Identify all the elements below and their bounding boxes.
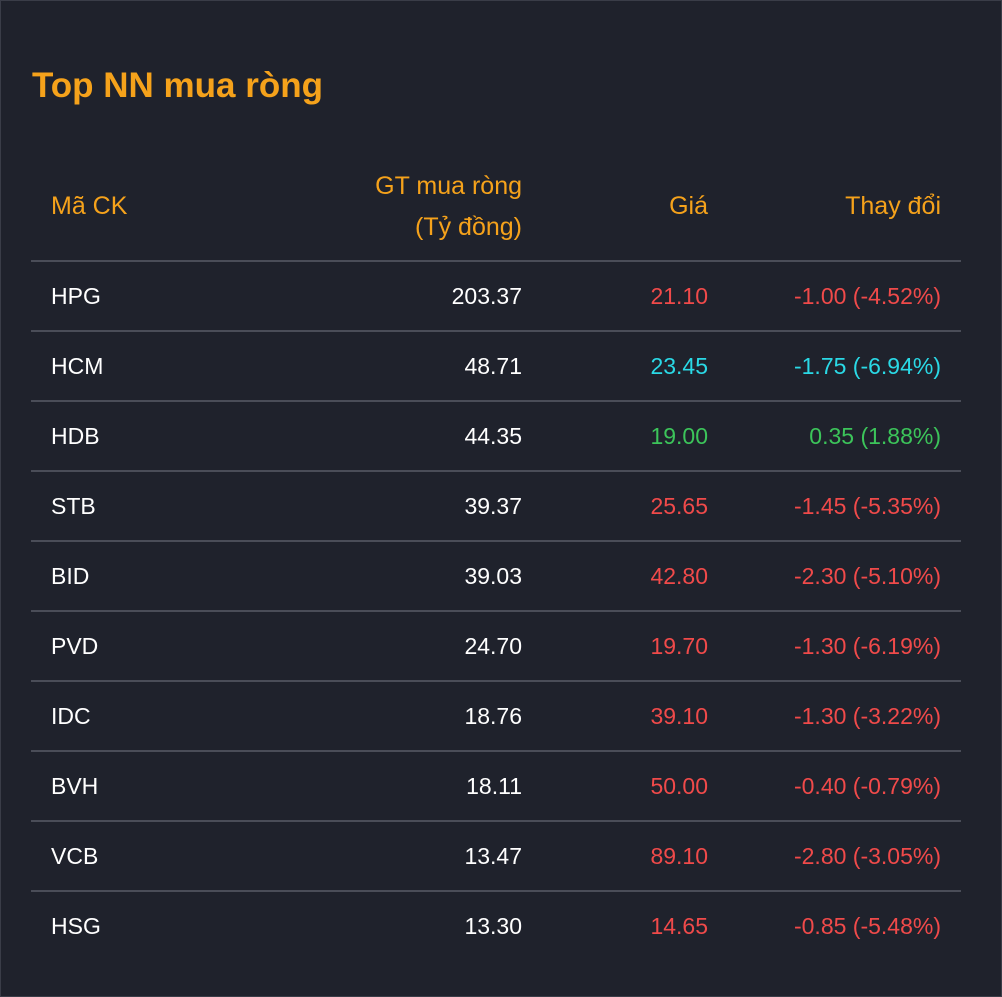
stock-price: 50.00 (650, 773, 708, 799)
table-row[interactable]: BID 39.03 42.80 -2.30 (-5.10%) (31, 542, 961, 612)
stock-code: HDB (51, 423, 100, 449)
price-change: -2.80 (-3.05%) (793, 843, 941, 869)
header-net-buy-value-line2: (Tỷ đồng) (415, 212, 522, 241)
price-change: -1.30 (-3.22%) (793, 703, 941, 729)
stock-code: BVH (51, 773, 99, 799)
table-row[interactable]: HSG 13.30 14.65 -0.85 (-5.48%) (31, 892, 961, 962)
table-body: HPG 203.37 21.10 -1.00 (-4.52%) HCM 48.7… (31, 262, 961, 962)
table-row[interactable]: BVH 18.11 50.00 -0.40 (-0.79%) (31, 752, 961, 822)
price-change: -0.40 (-0.79%) (793, 773, 941, 799)
stock-price: 19.00 (650, 423, 708, 449)
table-row[interactable]: HCM 48.71 23.45 -1.75 (-6.94%) (31, 332, 961, 402)
price-change: -1.75 (-6.94%) (793, 353, 941, 379)
stock-price: 23.45 (650, 353, 708, 379)
stock-code: HSG (51, 913, 101, 939)
table-row[interactable]: IDC 18.76 39.10 -1.30 (-3.22%) (31, 682, 961, 752)
net-buy-value: 203.37 (451, 283, 522, 309)
stock-price: 19.70 (650, 633, 708, 659)
stock-code: IDC (51, 703, 91, 729)
table-header: Mã CK GT mua ròng (Tỷ đồng) Giá Thay đổi (31, 153, 961, 262)
price-change: -2.30 (-5.10%) (793, 563, 941, 589)
net-buy-value: 48.71 (464, 353, 522, 379)
net-buy-value: 44.35 (464, 423, 522, 449)
stock-code: HPG (51, 283, 101, 309)
net-buy-value: 39.37 (464, 493, 522, 519)
net-buy-value: 39.03 (464, 563, 522, 589)
header-change: Thay đổi (845, 192, 941, 220)
header-stock-code: Mã CK (51, 192, 128, 220)
stock-price: 25.65 (650, 493, 708, 519)
price-change: -0.85 (-5.48%) (793, 913, 941, 939)
table-row[interactable]: STB 39.37 25.65 -1.45 (-5.35%) (31, 472, 961, 542)
stock-code: HCM (51, 353, 104, 379)
stock-price: 89.10 (650, 843, 708, 869)
stock-code: BID (51, 563, 90, 589)
net-buy-value: 24.70 (464, 633, 522, 659)
price-change: -1.00 (-4.52%) (793, 283, 941, 309)
table-row[interactable]: PVD 24.70 19.70 -1.30 (-6.19%) (31, 612, 961, 682)
net-buy-value: 13.47 (464, 843, 522, 869)
stock-code: VCB (51, 843, 99, 869)
stock-price: 42.80 (650, 563, 708, 589)
table-row[interactable]: HPG 203.37 21.10 -1.00 (-4.52%) (31, 262, 961, 332)
price-change: 0.35 (1.88%) (809, 423, 941, 449)
table-row[interactable]: VCB 13.47 89.10 -2.80 (-3.05%) (31, 822, 961, 892)
stock-price: 21.10 (650, 283, 708, 309)
net-buy-value: 18.76 (464, 703, 522, 729)
price-change: -1.45 (-5.35%) (793, 493, 941, 519)
net-buy-value: 13.30 (464, 913, 522, 939)
net-buy-value: 18.11 (466, 773, 522, 799)
header-price: Giá (669, 192, 708, 220)
header-net-buy-value: GT mua ròng (Tỷ đồng) (375, 153, 522, 260)
stock-code: STB (51, 493, 96, 519)
stock-code: PVD (51, 633, 99, 659)
header-net-buy-value-line1: GT mua ròng (375, 171, 522, 200)
stock-price: 14.65 (650, 913, 708, 939)
panel-title: Top NN mua ròng (32, 66, 323, 105)
stock-price: 39.10 (650, 703, 708, 729)
table-row[interactable]: HDB 44.35 19.00 0.35 (1.88%) (31, 402, 961, 472)
net-buy-table: Mã CK GT mua ròng (Tỷ đồng) Giá Thay đổi… (31, 153, 961, 962)
price-change: -1.30 (-6.19%) (793, 633, 941, 659)
